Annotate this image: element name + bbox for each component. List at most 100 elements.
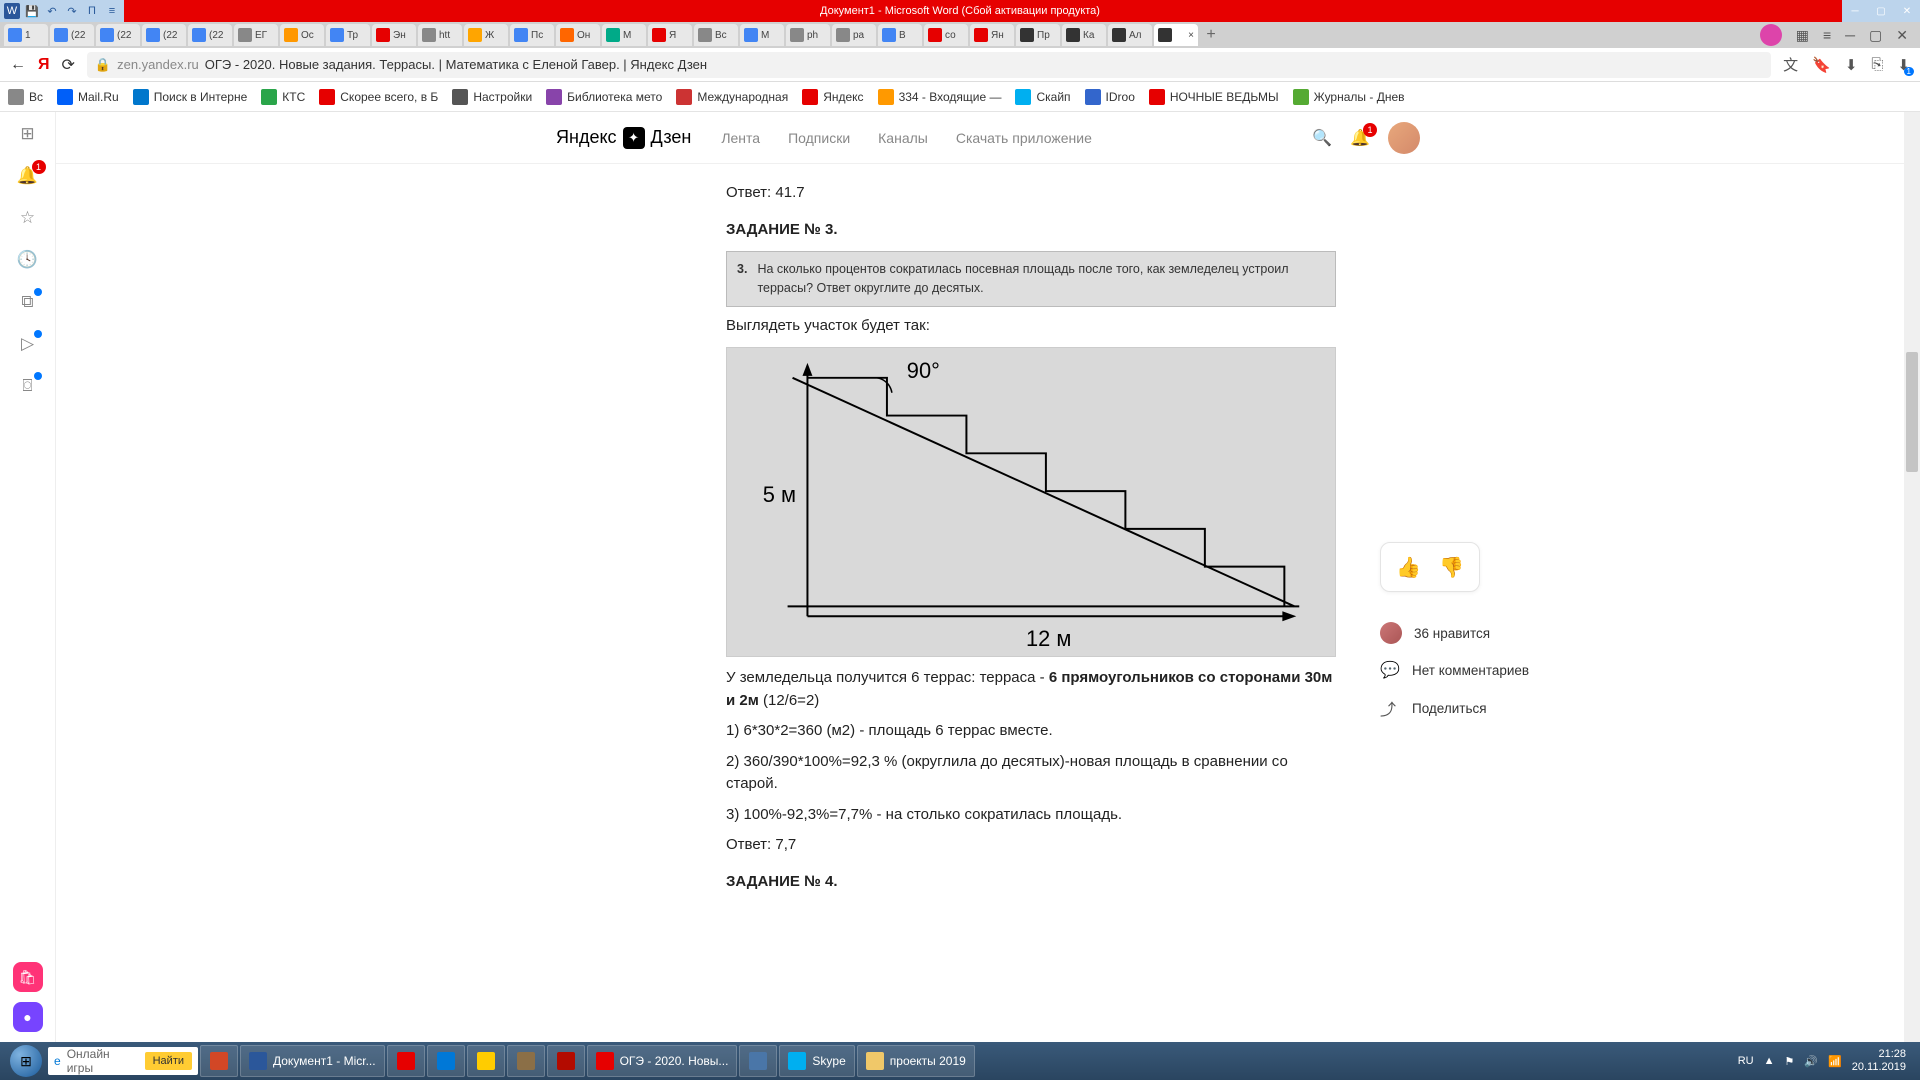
taskbar-search[interactable]: e Онлайн игры Найти: [48, 1047, 198, 1075]
bookmark-item[interactable]: Поиск в Интерне: [133, 89, 248, 105]
bookmark-item[interactable]: Скорее всего, в Б: [319, 89, 438, 105]
tab-close-icon[interactable]: ×: [1188, 30, 1194, 41]
taskbar-item[interactable]: ОГЭ - 2020. Новы...: [587, 1045, 738, 1077]
comments-line[interactable]: 💬 Нет комментариев: [1380, 660, 1580, 680]
browser-tab[interactable]: ×: [1154, 24, 1198, 46]
tray-network-icon[interactable]: 📶: [1828, 1055, 1842, 1068]
bookmark-item[interactable]: Международная: [676, 89, 788, 105]
browser-tab[interactable]: Пс: [510, 24, 554, 46]
browser-tab[interactable]: Ос: [280, 24, 324, 46]
address-box[interactable]: 🔒 zen.yandex.ru ОГЭ - 2020. Новые задани…: [87, 52, 1771, 78]
zen-nav-item[interactable]: Лента: [721, 130, 760, 146]
likes-line[interactable]: 36 нравится: [1380, 622, 1580, 644]
bookmark-item[interactable]: Настройки: [452, 89, 532, 105]
taskbar-item[interactable]: [547, 1045, 585, 1077]
taskbar-item[interactable]: [507, 1045, 545, 1077]
download-badge-icon[interactable]: ⬇1: [1897, 56, 1910, 74]
browser-tab[interactable]: М: [740, 24, 784, 46]
redo-icon[interactable]: ↷: [64, 3, 80, 19]
bookmark-item[interactable]: Яндекс: [802, 89, 863, 105]
browser-tab[interactable]: Ян: [970, 24, 1014, 46]
win-maximize-icon[interactable]: ▢: [1869, 27, 1882, 44]
taskbar-item[interactable]: Документ1 - Micr...: [240, 1045, 385, 1077]
browser-tab[interactable]: (22: [96, 24, 140, 46]
browser-tab[interactable]: ph: [786, 24, 830, 46]
browser-tab[interactable]: 1: [4, 24, 48, 46]
menu-icon[interactable]: ≡: [104, 3, 120, 19]
taskbar-item[interactable]: [467, 1045, 505, 1077]
user-avatar[interactable]: [1388, 122, 1420, 154]
bookmark-item[interactable]: IDroo: [1085, 89, 1135, 105]
bookmark-icon[interactable]: 🔖: [1812, 56, 1831, 74]
share-line[interactable]: ⤴ Поделиться: [1380, 696, 1580, 720]
zen-nav-item[interactable]: Скачать приложение: [956, 130, 1092, 146]
browser-tab[interactable]: Ка: [1062, 24, 1106, 46]
browser-tab[interactable]: Вс: [694, 24, 738, 46]
downloads-icon[interactable]: ⬇: [1845, 56, 1858, 74]
extensions-icon[interactable]: ▦: [1796, 27, 1809, 44]
pi-icon[interactable]: Π: [84, 3, 100, 19]
menu-icon[interactable]: ≡: [1823, 27, 1831, 43]
sidebar-collections-icon[interactable]: ⧉: [16, 290, 40, 314]
bookmark-item[interactable]: НОЧНЫЕ ВЕДЬМЫ: [1149, 89, 1279, 105]
browser-tab[interactable]: со: [924, 24, 968, 46]
browser-tab[interactable]: Тр: [326, 24, 370, 46]
tray-lang[interactable]: RU: [1738, 1055, 1754, 1067]
taskbar-item[interactable]: [387, 1045, 425, 1077]
undo-icon[interactable]: ↶: [44, 3, 60, 19]
taskbar-item[interactable]: [200, 1045, 238, 1077]
browser-tab[interactable]: Пр: [1016, 24, 1060, 46]
search-submit-button[interactable]: Найти: [145, 1052, 192, 1070]
win-close-icon[interactable]: ✕: [1896, 27, 1908, 44]
taskbar-item[interactable]: Skype: [779, 1045, 854, 1077]
sidebar-video-icon[interactable]: ▷: [16, 332, 40, 356]
bookmark-item[interactable]: Скайп: [1015, 89, 1070, 105]
vertical-scrollbar[interactable]: [1904, 112, 1920, 1042]
extension-icon[interactable]: ⎘: [1871, 56, 1883, 73]
bookmark-item[interactable]: 334 - Входящие —: [878, 89, 1002, 105]
yandex-home-icon[interactable]: Я: [38, 56, 50, 74]
minimize-icon[interactable]: ─: [1842, 0, 1868, 22]
maximize-icon[interactable]: ▢: [1868, 0, 1894, 22]
sidebar-bell-icon[interactable]: 🔔1: [16, 164, 40, 188]
dislike-button[interactable]: 👎: [1439, 555, 1464, 580]
back-button[interactable]: ←: [10, 56, 26, 74]
bookmark-item[interactable]: Библиотека мето: [546, 89, 662, 105]
tray-clock[interactable]: 21:28 20.11.2019: [1852, 1048, 1906, 1074]
browser-tab[interactable]: htt: [418, 24, 462, 46]
profile-icon[interactable]: [1760, 24, 1782, 46]
browser-tab[interactable]: (22: [50, 24, 94, 46]
browser-tab[interactable]: Он: [556, 24, 600, 46]
sidebar-market-icon[interactable]: 🛍: [13, 962, 43, 992]
browser-tab[interactable]: М: [602, 24, 646, 46]
save-icon[interactable]: 💾: [24, 3, 40, 19]
taskbar-item[interactable]: [739, 1045, 777, 1077]
sidebar-star-icon[interactable]: ☆: [16, 206, 40, 230]
browser-tab[interactable]: Эн: [372, 24, 416, 46]
sidebar-alice-icon[interactable]: ●: [13, 1002, 43, 1032]
start-button[interactable]: ⊞: [6, 1044, 46, 1078]
browser-tab[interactable]: ЕГ: [234, 24, 278, 46]
close-icon[interactable]: ✕: [1894, 0, 1920, 22]
browser-tab[interactable]: Ал: [1108, 24, 1152, 46]
search-icon[interactable]: 🔍: [1312, 128, 1332, 148]
bookmark-item[interactable]: Mail.Ru: [57, 89, 119, 105]
reload-button[interactable]: ⟳: [62, 55, 75, 75]
browser-tab[interactable]: Ж: [464, 24, 508, 46]
bookmark-item[interactable]: Журналы - Днев: [1293, 89, 1405, 105]
zen-nav-item[interactable]: Каналы: [878, 130, 928, 146]
browser-tab[interactable]: (22: [142, 24, 186, 46]
sidebar-apps-icon[interactable]: ⊞: [16, 122, 40, 146]
tray-flag-icon[interactable]: ⚑: [1784, 1055, 1794, 1068]
zen-nav-item[interactable]: Подписки: [788, 130, 850, 146]
new-tab-button[interactable]: +: [1200, 24, 1222, 46]
zen-logo[interactable]: Яндекс ✦ Дзен: [556, 127, 691, 149]
tray-up-icon[interactable]: ▲: [1764, 1055, 1775, 1067]
notifications-icon[interactable]: 🔔1: [1350, 128, 1370, 148]
taskbar-item[interactable]: проекты 2019: [857, 1045, 975, 1077]
browser-tab[interactable]: ра: [832, 24, 876, 46]
browser-tab[interactable]: Я: [648, 24, 692, 46]
win-minimize-icon[interactable]: ─: [1845, 27, 1855, 43]
sidebar-screenshot-icon[interactable]: ⌼: [16, 374, 40, 398]
sidebar-history-icon[interactable]: 🕓: [16, 248, 40, 272]
